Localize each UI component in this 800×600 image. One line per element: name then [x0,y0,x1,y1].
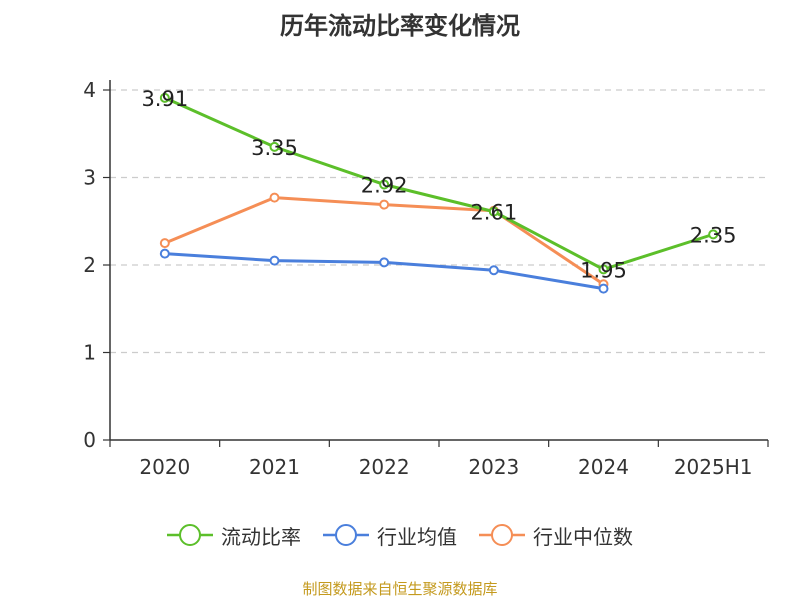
data-point [269,141,280,152]
legend-label: 行业均值 [377,524,457,549]
y-tick-label: 2 [83,253,96,277]
data-label: 3.91 [141,87,188,111]
y-tick-label: 0 [83,428,96,452]
legend-label: 流动比率 [221,524,301,549]
data-point [379,257,390,268]
x-tick-label: 2020 [139,455,190,479]
legend-item[interactable]: 行业均值 [323,520,457,550]
data-point [488,265,499,276]
chart-title: 历年流动比率变化情况 [280,12,520,40]
source-note: 制图数据来自恒生聚源数据库 [302,580,498,598]
data-label: 1.95 [580,258,627,282]
legend-swatch-icon [167,524,213,546]
x-tick-label: 2025H1 [674,455,753,479]
data-label: 3.35 [251,136,298,160]
data-point [269,192,280,203]
data-point [379,199,390,210]
series-line [164,196,605,286]
series-line [164,96,714,271]
legend-swatch-icon [323,524,369,546]
data-point [598,283,609,294]
data-point [598,264,609,275]
legend-swatch-icon [479,524,525,546]
chart-legend: 流动比率 行业均值 行业中位数 [0,520,800,550]
data-point [269,255,280,266]
y-tick-label: 1 [83,341,96,365]
data-point [159,92,170,103]
x-tick-label: 2023 [468,455,519,479]
x-tick-label: 2022 [359,455,410,479]
x-tick-label: 2021 [249,455,300,479]
data-point [379,179,390,190]
x-tick-label: 2024 [578,455,629,479]
data-point [488,206,499,217]
legend-item[interactable]: 流动比率 [167,520,301,550]
data-label: 2.92 [361,174,408,198]
data-point [708,229,719,240]
data-point [159,248,170,259]
y-tick-label: 4 [83,78,96,102]
legend-item[interactable]: 行业中位数 [479,520,633,550]
legend-label: 行业中位数 [533,524,633,549]
data-label: 2.61 [470,201,517,225]
y-tick-label: 3 [83,166,96,190]
data-label: 2.35 [690,223,737,247]
data-point [159,238,170,249]
